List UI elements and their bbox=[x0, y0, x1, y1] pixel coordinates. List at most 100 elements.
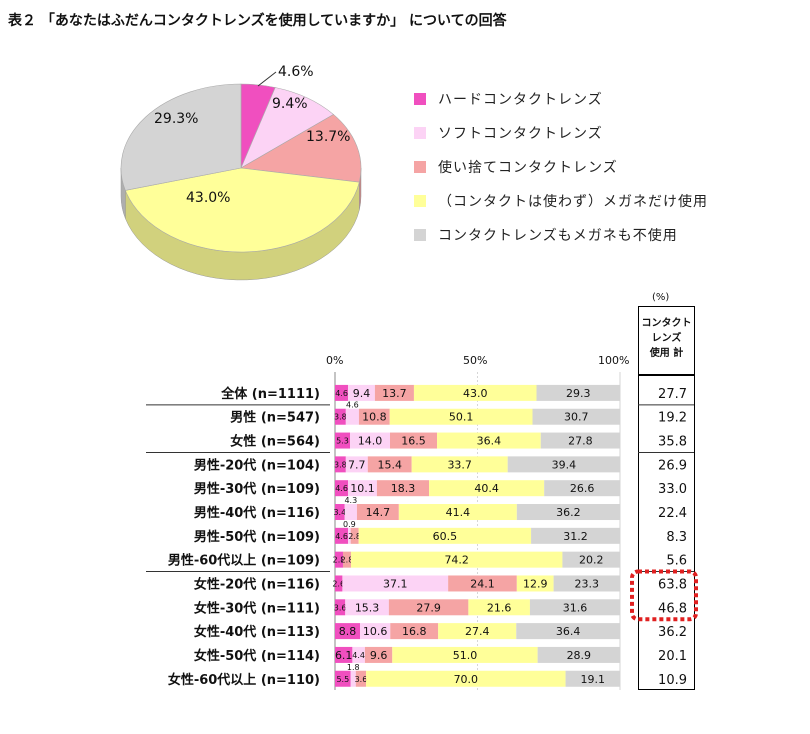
bar-data-label: 41.4 bbox=[446, 506, 471, 519]
bar-data-label: 20.2 bbox=[579, 554, 604, 567]
legend-swatch bbox=[414, 229, 426, 241]
bar-segment bbox=[392, 646, 538, 663]
bar-data-label: 10.6 bbox=[363, 625, 388, 638]
category-label: 男性-30代 (n=109) bbox=[194, 481, 320, 497]
column-header-line: レンズ bbox=[651, 333, 682, 344]
bar-data-label: 27.4 bbox=[465, 625, 490, 638]
bar-segment bbox=[516, 504, 620, 521]
pie-data-label: 29.3% bbox=[154, 111, 198, 127]
bar-segment bbox=[335, 432, 351, 449]
bar-segment bbox=[358, 408, 390, 425]
bar-data-label: 15.3 bbox=[355, 601, 380, 614]
bar-data-label: 18.3 bbox=[391, 482, 416, 495]
bar-data-label: 28.9 bbox=[567, 649, 592, 662]
bar-data-label: 3.6 bbox=[355, 675, 368, 684]
bar-data-label: 16.8 bbox=[402, 625, 427, 638]
bar-data-label: 51.0 bbox=[453, 649, 478, 662]
total-column-box bbox=[638, 374, 695, 690]
bar-data-label: 4.3 bbox=[344, 496, 357, 505]
pie-leader-line bbox=[257, 71, 277, 87]
bar-data-label: 33.7 bbox=[447, 458, 472, 471]
column-header-line: 使用 計 bbox=[649, 348, 684, 359]
category-label: 女性-50代 (n=114) bbox=[194, 648, 320, 664]
page-title: 表２ 「あなたはふだんコンタクトレンズを使用していますか」 についての回答 bbox=[8, 13, 507, 29]
bar-data-label: 5.5 bbox=[336, 675, 349, 684]
bar-data-label: 10.1 bbox=[350, 482, 375, 495]
bar-segment bbox=[345, 408, 359, 425]
category-label: 女性-20代 (n=116) bbox=[194, 576, 320, 592]
legend-label: （コンタクトは使わず）メガネだけ使用 bbox=[438, 194, 708, 210]
bar-segment bbox=[565, 670, 620, 687]
bar-segment bbox=[531, 527, 620, 544]
legend-label: 使い捨てコンタクトレンズ bbox=[438, 160, 618, 176]
bar-segment bbox=[335, 456, 346, 473]
bar-segment bbox=[350, 432, 391, 449]
bar-data-label: 4.6 bbox=[335, 484, 348, 493]
total-value: 63.8 bbox=[658, 577, 687, 592]
bar-data-label: 4.6 bbox=[346, 401, 359, 410]
bar-segment bbox=[411, 456, 508, 473]
legend-swatch bbox=[414, 161, 426, 173]
pie-slice bbox=[120, 83, 242, 191]
total-value: 8.3 bbox=[666, 530, 687, 545]
bar-segment bbox=[335, 480, 349, 497]
bar-data-label: 50.1 bbox=[449, 411, 474, 424]
bar-data-label: 26.6 bbox=[570, 482, 595, 495]
legend-swatch bbox=[414, 195, 426, 207]
scale-label-100: 100% bbox=[598, 354, 630, 367]
bar-data-label: 2.8 bbox=[341, 556, 354, 565]
bar-data-label: 40.4 bbox=[474, 482, 499, 495]
bar-segment bbox=[413, 384, 537, 401]
bar-segment bbox=[389, 408, 533, 425]
legend-label: コンタクトレンズもメガネも不使用 bbox=[438, 228, 678, 244]
bar-data-label: 9.4 bbox=[353, 387, 371, 400]
bar-segment bbox=[335, 575, 343, 592]
bar-data-label: 3.6 bbox=[334, 603, 347, 612]
bar-segment bbox=[348, 384, 375, 401]
bar-segment bbox=[532, 408, 620, 425]
bar-segment bbox=[376, 480, 430, 497]
bar-segment bbox=[544, 480, 620, 497]
total-value: 27.7 bbox=[658, 387, 687, 402]
bar-data-label: 13.7 bbox=[382, 387, 407, 400]
bar-segment bbox=[352, 646, 365, 663]
bar-data-label: 16.5 bbox=[401, 435, 426, 448]
bar-segment bbox=[335, 623, 361, 640]
bar-data-label: 30.7 bbox=[564, 411, 589, 424]
bar-segment bbox=[344, 504, 357, 521]
bar-segment bbox=[355, 670, 367, 687]
total-value: 22.4 bbox=[658, 506, 687, 521]
total-value: 20.1 bbox=[658, 649, 687, 664]
total-value: 33.0 bbox=[658, 482, 687, 497]
bar-segment bbox=[374, 384, 414, 401]
bar-data-label: 3.8 bbox=[334, 413, 347, 422]
category-label: 男性-50代 (n=109) bbox=[194, 529, 320, 545]
bar-segment bbox=[335, 384, 349, 401]
bar-data-label: 0.9 bbox=[343, 520, 356, 529]
bar-segment bbox=[342, 551, 351, 568]
bar-data-label: 37.1 bbox=[383, 577, 408, 590]
bar-data-label: 6.1 bbox=[335, 649, 353, 662]
legend-item: ソフトコンタクトレンズ bbox=[414, 122, 603, 144]
bar-segment bbox=[345, 456, 368, 473]
column-header-line: コンタクト bbox=[641, 318, 692, 329]
bar-segment bbox=[335, 599, 346, 616]
bar-data-label: 27.9 bbox=[416, 601, 441, 614]
legend-item: コンタクトレンズもメガネも不使用 bbox=[414, 224, 678, 246]
bar-segment bbox=[345, 599, 389, 616]
highlight-box bbox=[630, 569, 698, 622]
bar-segment bbox=[429, 480, 545, 497]
bar-data-label: 4.4 bbox=[352, 651, 365, 660]
bar-segment bbox=[540, 432, 620, 449]
pie-data-label: 4.6% bbox=[278, 64, 314, 80]
legend-item: （コンタクトは使わず）メガネだけ使用 bbox=[414, 190, 708, 212]
legend-swatch bbox=[414, 93, 426, 105]
total-value: 35.8 bbox=[658, 435, 687, 450]
bar-segment bbox=[358, 527, 532, 544]
pie-data-label: 9.4% bbox=[272, 96, 308, 112]
pie-data-label: 13.7% bbox=[306, 129, 350, 145]
bar-data-label: 1.8 bbox=[347, 663, 360, 672]
pie-data-label: 43.0% bbox=[186, 190, 230, 206]
bar-data-label: 12.9 bbox=[523, 577, 548, 590]
